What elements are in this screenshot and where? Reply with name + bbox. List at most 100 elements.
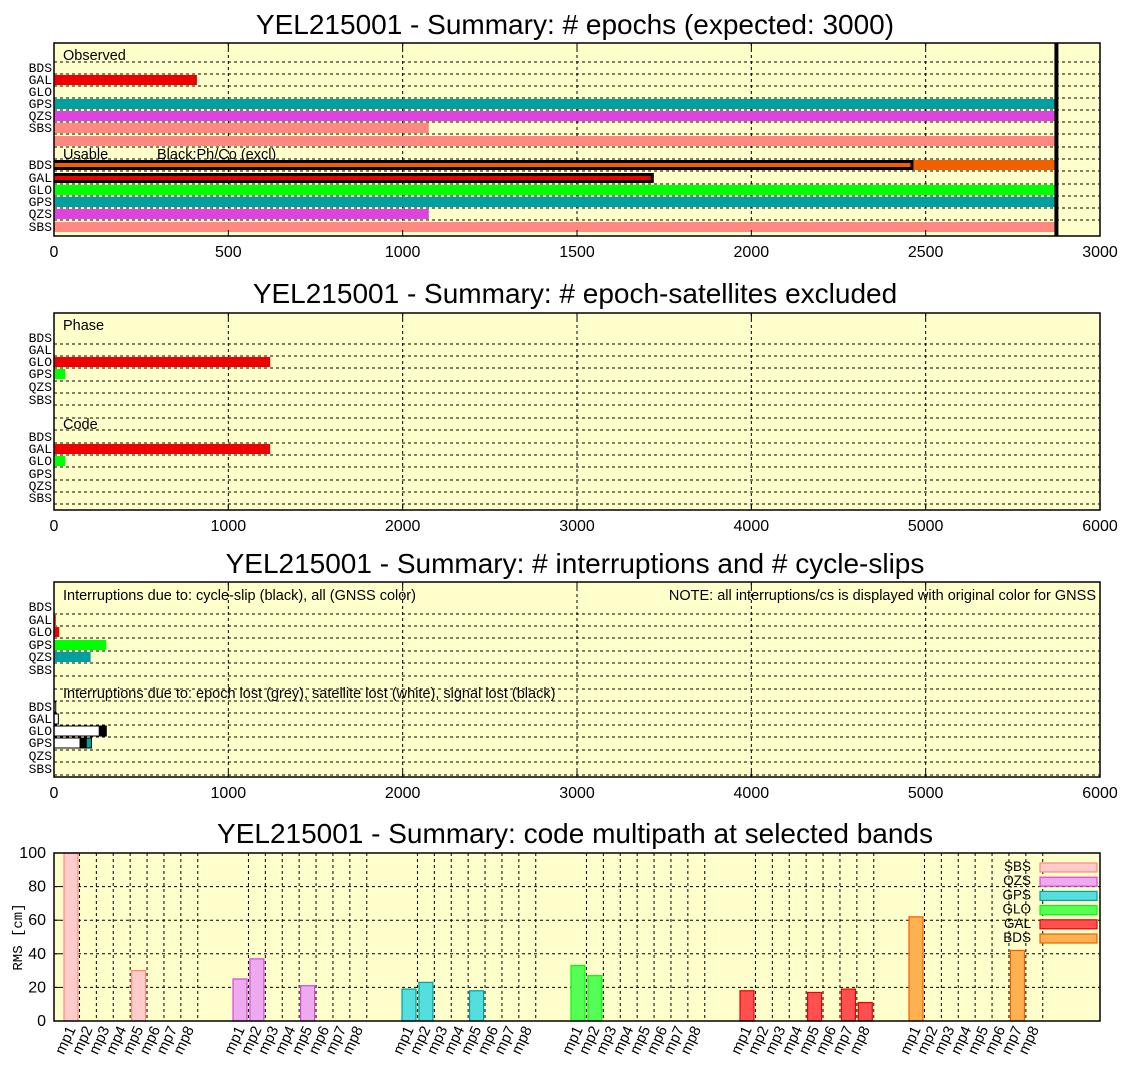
epochs-chart-title: YEL215001 - Summary: # epochs (expected:… [256, 9, 894, 40]
multipath-chart-border [53, 852, 1101, 1022]
multipath-chart-title: YEL215001 - Summary: code multipath at s… [217, 818, 933, 849]
multipath-chart-bar [587, 975, 603, 1022]
excluded-chart-xtick-label: 0 [50, 518, 59, 535]
multipath-chart-bar [570, 964, 586, 1022]
excluded-chart-bar [54, 369, 66, 379]
multipath-chart-ytick-label: 80 [28, 879, 46, 896]
interruptions-chart-segment-bar [98, 725, 107, 737]
excluded-chart-row-label: BDS [29, 331, 53, 346]
interruptions-chart-xtick-label: 3000 [559, 785, 595, 802]
interruptions-chart-row-label: GLO [29, 724, 53, 739]
excluded-chart-bar [54, 357, 271, 367]
interruptions-chart-segment-bar [53, 725, 100, 737]
multipath-chart-legend-swatch [1039, 890, 1098, 902]
excluded-chart-bar [54, 444, 271, 454]
excluded-chart-xtick-label: 4000 [734, 518, 770, 535]
epochs-chart-bar [54, 209, 429, 219]
epochs-chart-row-label: GLO [29, 85, 53, 100]
interruptions-chart-segment-bar [85, 737, 92, 749]
multipath-chart-legend-label: GAL [1004, 916, 1032, 931]
interruptions-chart-xtick-label: 1000 [211, 785, 247, 802]
epochs-chart-xtick-label: 0 [50, 244, 59, 261]
excluded-chart-row-label: QZS [29, 380, 53, 395]
interruptions-chart-group-label: Interruptions due to: cycle-slip (black)… [63, 588, 416, 604]
epochs-chart-group-note: Black:Ph/Co (excl) [157, 147, 276, 163]
excluded-chart-xtick-label: 2000 [385, 518, 421, 535]
multipath-chart-bar [857, 1001, 873, 1022]
epochs-chart-bar [54, 123, 429, 133]
interruptions-chart-row-label: BDS [29, 600, 53, 615]
interruptions-chart-row-label: QZS [29, 749, 53, 764]
multipath-chart-bar [131, 969, 147, 1022]
interruptions-chart-bar [54, 640, 107, 650]
epochs-chart-xtick-label: 2500 [908, 244, 944, 261]
multipath-chart-bar [469, 990, 485, 1022]
interruptions-chart-row-label: BDS [29, 700, 53, 715]
excluded-chart-row-label: GAL [29, 343, 52, 358]
multipath-chart-ytick-label: 0 [37, 1013, 46, 1030]
excluded-chart-group-label: Phase [63, 318, 104, 334]
interruptions-chart-xtick-label: 2000 [385, 785, 421, 802]
interruptions-chart-xtick-label: 5000 [908, 785, 944, 802]
epochs-chart-bar [54, 185, 1057, 195]
interruptions-chart-bar [54, 627, 60, 637]
multipath-chart-bar [300, 985, 316, 1022]
interruptions-chart-note: NOTE: all interruptions/cs is displayed … [669, 588, 1096, 604]
multipath-chart-bar [806, 991, 823, 1022]
interruptions-chart-xtick-label: 6000 [1082, 785, 1118, 802]
excluded-chart-xtick-label: 5000 [908, 518, 944, 535]
multipath-chart-legend-swatch [1039, 862, 1098, 873]
epochs-chart-excluded-inner [54, 176, 651, 180]
epochs-chart-bar [54, 99, 1057, 109]
epochs-chart-row-label: GPS [29, 195, 53, 210]
excluded-chart-xtick-label: 3000 [559, 518, 595, 535]
multipath-chart-bar [249, 958, 265, 1022]
interruptions-chart-title: YEL215001 - Summary: # interruptions and… [226, 548, 925, 579]
interruptions-chart-row-label: GPS [29, 736, 53, 751]
interruptions-chart-segment-bar [79, 737, 87, 749]
interruptions-chart-row-label: SBS [29, 663, 53, 678]
excluded-chart-bar [54, 456, 66, 466]
multipath-chart-bar [401, 988, 417, 1022]
epochs-chart-row-label: SBS [29, 220, 53, 235]
multipath-chart-legend-swatch [1039, 904, 1098, 916]
multipath-chart-legend-swatch [1039, 919, 1098, 930]
multipath-chart-bar [739, 990, 755, 1022]
multipath-chart-bar [418, 981, 434, 1022]
multipath-chart-bar [232, 978, 248, 1022]
excluded-chart-group-label: Code [63, 417, 98, 433]
interruptions-chart-group-label: Interruptions due to: epoch lost (grey),… [63, 686, 555, 702]
excluded-chart-xtick-label: 6000 [1082, 518, 1118, 535]
epochs-chart-xtick-label: 1500 [559, 244, 595, 261]
multipath-chart-ylabel: RMS [cm] [11, 903, 27, 970]
excluded-chart-title: YEL215001 - Summary: # epoch-satellites … [253, 278, 897, 309]
epochs-chart-bar [54, 75, 197, 85]
multipath-chart-legend-swatch [1039, 933, 1098, 944]
multipath-chart-ytick-label: 100 [19, 845, 46, 862]
epochs-chart-row-label: QZS [29, 207, 53, 222]
multipath-chart-bar [63, 852, 79, 1022]
excluded-chart-row-label: SBS [29, 491, 53, 506]
epochs-chart-group-label: Observed [63, 48, 126, 64]
multipath-chart-legend-label: SBS [1004, 859, 1031, 874]
epochs-chart-row-label: QZS [29, 109, 53, 124]
multipath-chart-legend-swatch [1039, 876, 1098, 887]
epochs-chart-bar [54, 197, 1057, 207]
excluded-chart-row-label: QZS [29, 479, 53, 494]
epochs-chart-row-label: GPS [29, 97, 53, 112]
interruptions-chart-segment-bar [53, 737, 81, 749]
interruptions-chart-row-label: QZS [29, 650, 53, 665]
multipath-chart-bar [840, 988, 857, 1022]
excluded-chart-row-label: GPS [29, 367, 53, 382]
multipath-chart-legend-label: QZS [1003, 873, 1031, 888]
interruptions-chart-row-label: GLO [29, 625, 53, 640]
epochs-chart-row-label: BDS [29, 61, 53, 76]
multipath-chart-bar [1009, 949, 1026, 1022]
epochs-chart-row-label: GLO [29, 183, 53, 198]
multipath-chart-bar [908, 916, 924, 1022]
excluded-chart-row-label: GAL [29, 442, 52, 457]
interruptions-chart-xtick-label: 4000 [734, 785, 770, 802]
interruptions-chart-bar [54, 652, 91, 662]
epochs-chart-bar [54, 222, 1057, 232]
